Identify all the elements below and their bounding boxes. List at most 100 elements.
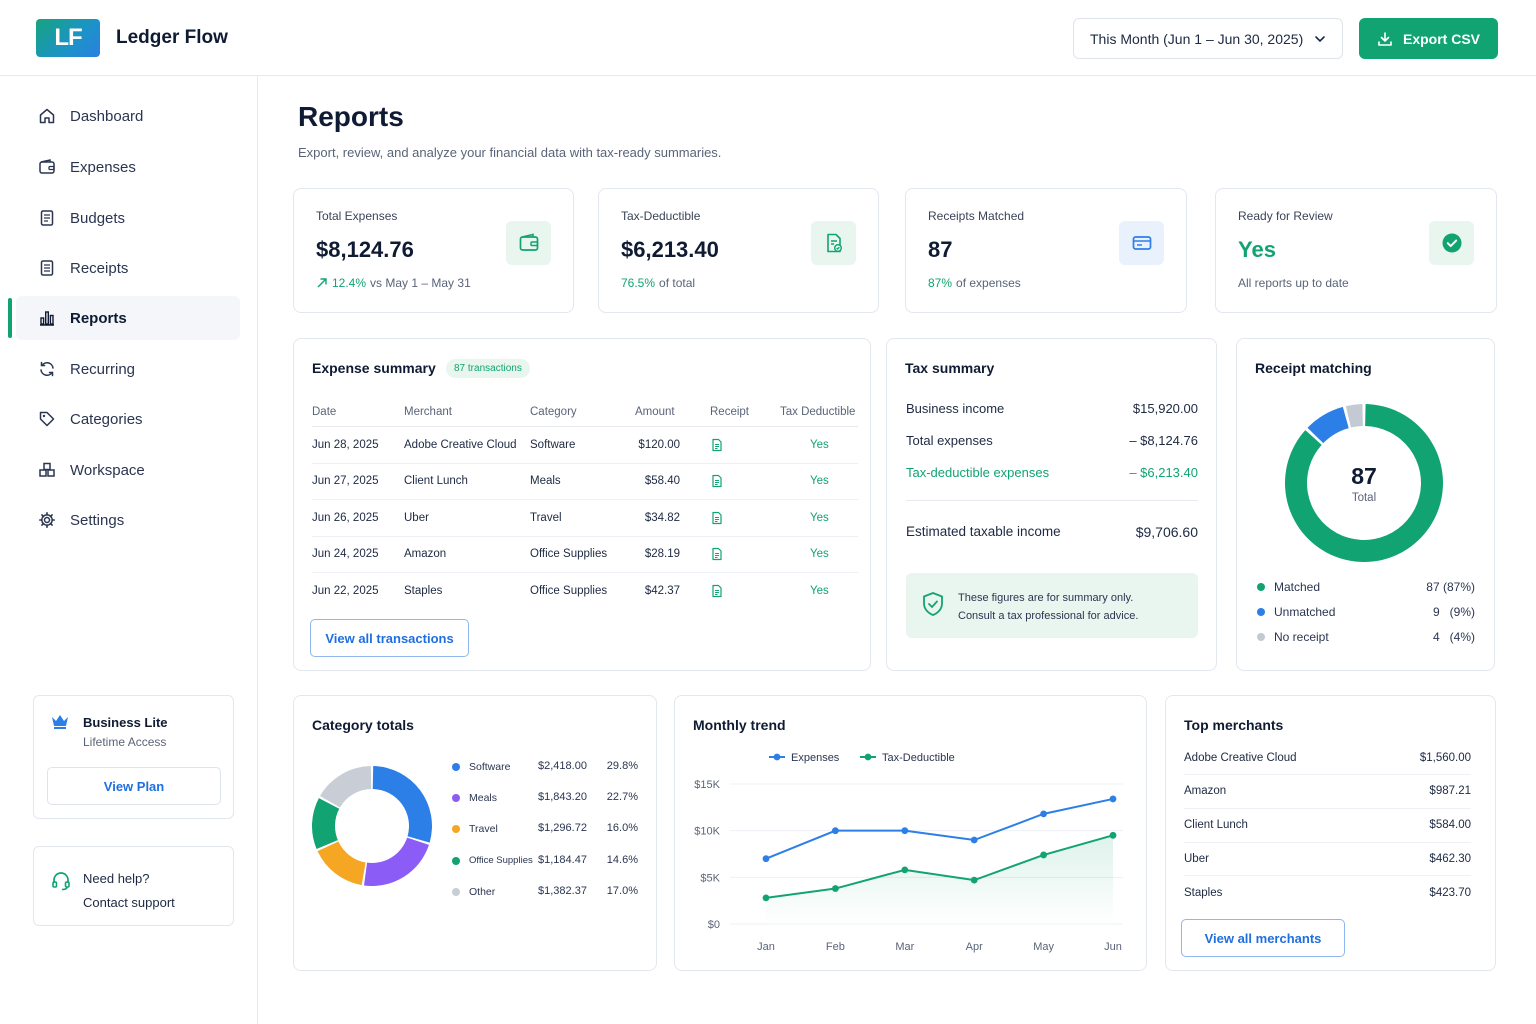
cell-date: Jun 22, 2025 [312,585,379,598]
chevron-down-icon [1315,35,1325,42]
table-header: Date Merchant Category Amount Receipt Ta… [312,397,858,427]
merchant-row[interactable]: Staples $423.70 [1184,876,1471,910]
view-all-transactions-button[interactable]: View all transactions [310,619,469,657]
column-header[interactable]: Category [530,405,577,418]
date-range-select[interactable]: This Month (Jun 1 – Jun 30, 2025) [1073,18,1343,59]
receipt-icon[interactable] [710,584,724,598]
data-point [832,885,839,892]
merchant-name: Staples [1184,887,1223,900]
export-csv-label: Export CSV [1402,30,1480,47]
category-amount: $1,296.72 [538,822,587,835]
column-header[interactable]: Tax Deductible [780,405,856,418]
sidebar-item-workspace[interactable]: Workspace [16,448,240,492]
receipt-icon[interactable] [710,438,724,452]
view-plan-button[interactable]: View Plan [47,767,221,805]
card-title: Top merchants [1184,717,1284,733]
table-row[interactable]: Jun 27, 2025 Client Lunch Meals $58.40 Yes [312,464,858,500]
cell-date: Jun 27, 2025 [312,475,379,488]
category-slice-other[interactable] [320,766,372,808]
view-all-merchants-button[interactable]: View all merchants [1181,919,1345,957]
category-amount: $1,184.47 [538,853,587,866]
column-header[interactable]: Merchant [404,405,452,418]
sidebar-item-reports[interactable]: Reports [8,296,240,340]
sidebar-item-label: Recurring [70,360,136,378]
merchant-amount: $1,560.00 [1419,751,1471,764]
receipt-slice-unmatched[interactable] [1307,406,1349,444]
tax-disclaimer: These figures are for summary only. Cons… [906,573,1198,638]
stat-sub: All reports up to date [1238,276,1349,290]
monthly-trend-chart: $0 $5K $10K $15K Jan Feb Mar Apr May Jun Expenses T… [694,752,1123,953]
column-header[interactable]: Amount [635,405,675,418]
stat-value: Yes [1238,237,1276,262]
data-point [762,855,770,863]
receipt-icon[interactable] [710,547,724,561]
category-slice-travel[interactable] [317,841,366,886]
receipt-icon[interactable] [710,474,724,488]
tax-document-icon [826,233,842,253]
cell-date: Jun 26, 2025 [312,511,379,524]
merchant-row[interactable]: Uber $462.30 [1184,842,1471,877]
cell-merchant: Amazon [404,548,447,561]
column-header[interactable]: Date [312,405,337,418]
expense-table: Date Merchant Category Amount Receipt Ta… [312,397,858,610]
legend-marker [864,753,872,761]
sidebar-item-budgets[interactable]: Budgets [16,196,240,240]
cell-tax-deductible: Yes [810,548,829,561]
category-legend-item: Office Supplies $1,184.47 14.6% [452,853,642,869]
category-amount: $1,382.37 [538,884,587,897]
receipt-slice-no-receipt[interactable] [1345,404,1363,428]
category-slice-meals[interactable] [363,837,429,886]
category-totals-card: Category totals Software $2,418.00 29.8% Me… [293,695,657,971]
table-row[interactable]: Jun 26, 2025 Uber Travel $34.82 Yes [312,500,858,537]
sidebar-item-receipts[interactable]: Receipts [16,246,240,290]
table-row[interactable]: Jun 28, 2025 Adobe Creative Cloud Software… [312,427,858,464]
x-tick-label: Feb [826,941,845,953]
category-name: Software [469,761,511,773]
refresh-icon [40,361,54,377]
check-circle-icon [1442,233,1461,253]
legend-dot [452,825,460,834]
merchant-row[interactable]: Adobe Creative Cloud $1,560.00 [1184,741,1471,775]
receipt-icon [40,260,54,276]
transactions-badge: 87 transactions [446,359,530,378]
help-card[interactable]: Need help? Contact support [33,846,234,926]
sidebar-item-categories[interactable]: Categories [16,397,240,441]
bar-chart-icon [40,311,54,326]
app-logo[interactable]: LF [36,19,100,57]
stat-icon-box [506,221,551,265]
table-row[interactable]: Jun 24, 2025 Amazon Office Supplies $28.19 Y… [312,537,858,573]
merchant-row[interactable]: Amazon $987.21 [1184,775,1471,809]
merchant-name: Client Lunch [1184,819,1248,832]
category-slice-office-supplies[interactable] [312,798,340,849]
data-point [832,827,839,835]
stat-value: $6,213.40 [621,237,719,262]
tax-row-deductible: Tax-deductible expenses – $6,213.40 [906,465,1198,480]
sidebar-item-dashboard[interactable]: Dashboard [16,94,240,138]
legend-dot [1257,633,1265,641]
x-tick-label: Mar [895,941,914,953]
sidebar-item-label: Workspace [70,461,145,479]
receipt-icon[interactable] [710,511,724,525]
table-row[interactable]: Jun 22, 2025 Staples Office Supplies $42.37… [312,573,858,610]
data-point [970,876,978,884]
stat-sub: 87% of expenses [928,276,1021,290]
sidebar-item-recurring[interactable]: Recurring [16,347,240,391]
category-percent: 29.8% [606,760,638,772]
sidebar-item-settings[interactable]: Settings [16,498,240,542]
cell-category: Software [530,438,576,451]
sidebar-item-label: Settings [70,511,125,529]
category-slice-software[interactable] [372,766,432,843]
column-header[interactable]: Receipt [710,405,749,418]
sidebar-item-expenses[interactable]: Expenses [16,145,240,189]
merchant-row[interactable]: Client Lunch $584.00 [1184,809,1471,843]
data-point [901,866,909,874]
monthly-trend-card: Monthly trend $0 $5K $10K $15K Jan Feb Mar Apr M… [674,695,1147,971]
stat-icon-box [1119,221,1164,265]
contact-support-link[interactable]: Contact support [83,895,175,910]
card-icon [1132,236,1151,250]
tax-summary-card: Tax summary Business income $15,920.00 T… [886,338,1217,671]
export-csv-button[interactable]: Export CSV [1359,18,1498,59]
cell-tax-deductible: Yes [810,511,829,524]
plan-subtitle: Lifetime Access [83,735,167,749]
cell-merchant: Client Lunch [404,475,468,488]
